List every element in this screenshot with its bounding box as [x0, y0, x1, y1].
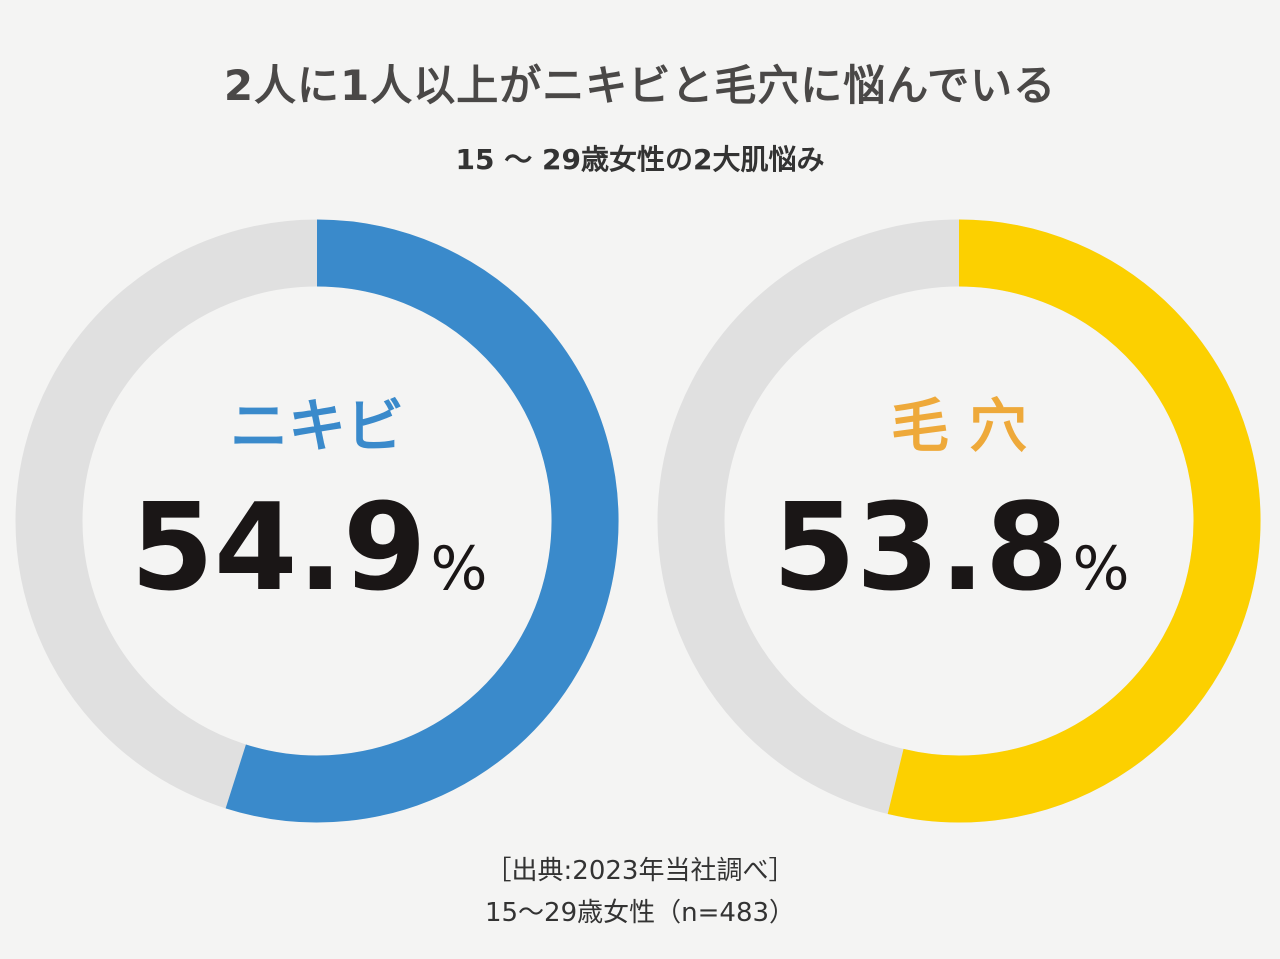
chart-subtitle: 15 ～ 29歳女性の2大肌悩み	[455, 143, 825, 176]
series-label: 毛 穴	[891, 392, 1027, 460]
value-label: 54.9%	[130, 479, 487, 618]
chart-title: 2人に1人以上がニキビと毛穴に悩んでいる	[223, 61, 1057, 110]
value-label: 53.8%	[772, 479, 1129, 618]
sample-note: 15～29歳女性（n=483）	[484, 898, 796, 928]
donut-segment	[887, 219, 1261, 823]
source-note: ［出典:2023年当社調べ］	[485, 856, 795, 886]
donut-segment	[225, 219, 619, 823]
series-label: ニキビ	[230, 392, 404, 460]
